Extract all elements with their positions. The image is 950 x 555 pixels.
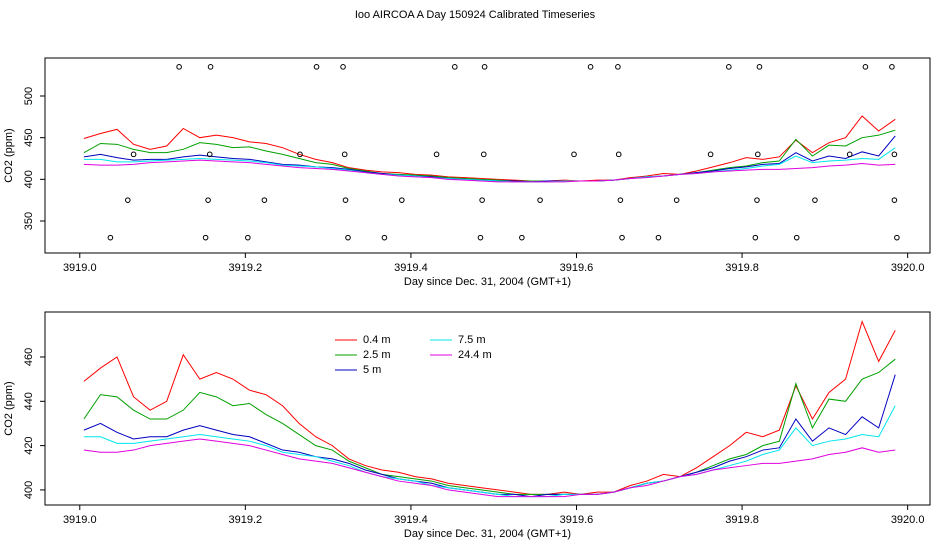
flag-point <box>537 197 543 203</box>
series-line <box>83 320 896 495</box>
flag-point <box>752 234 759 241</box>
y-tick-label: 350 <box>23 212 35 230</box>
flag-point <box>862 64 869 70</box>
x-tick-label: 3919.0 <box>63 262 97 274</box>
y-tick-label: 400 <box>23 481 35 499</box>
flag-point <box>130 151 137 158</box>
y-tick-label: 460 <box>23 348 35 366</box>
flag-point <box>619 234 625 241</box>
flag-point <box>381 234 388 241</box>
flag-point <box>655 234 662 241</box>
flag-point <box>571 151 577 158</box>
x-axis-title: Day since Dec. 31, 2004 (GMT+1) <box>404 276 571 288</box>
flag-point <box>176 64 182 70</box>
flag-point <box>480 151 487 158</box>
flag-point <box>615 151 622 158</box>
flag-point <box>617 197 624 203</box>
legend-label: 7.5 m <box>458 334 486 346</box>
flag-point <box>587 64 594 70</box>
x-tick-label: 3919.0 <box>63 514 97 526</box>
flag-point <box>451 64 458 70</box>
flag-point <box>754 197 760 203</box>
flag-point <box>206 151 213 158</box>
x-tick-label: 3920.0 <box>891 262 925 274</box>
x-tick-label: 3919.2 <box>229 262 263 274</box>
flag-point <box>756 64 763 70</box>
flag-point <box>313 64 320 70</box>
flag-point <box>812 197 818 203</box>
flag-point <box>207 64 214 70</box>
y-tick-label: 450 <box>23 128 35 146</box>
series-line <box>83 129 896 182</box>
flag-point <box>477 234 484 241</box>
flag-point <box>261 197 268 203</box>
chart-title: Ioo AIRCOA A Day 150924 Calibrated Times… <box>355 9 596 21</box>
flag-point <box>124 197 131 203</box>
x-tick-label: 3919.4 <box>394 514 428 526</box>
flag-point <box>107 234 114 241</box>
legend-label: 24.4 m <box>458 349 492 361</box>
series-line <box>83 159 896 183</box>
flag-point <box>399 197 405 203</box>
flag-point <box>341 151 348 158</box>
flag-point <box>846 151 853 158</box>
plot-frame <box>44 57 931 254</box>
flag-point <box>205 197 211 203</box>
flag-point <box>673 197 680 203</box>
flag-point <box>433 151 440 158</box>
flag-point <box>615 64 621 70</box>
flag-point <box>891 151 898 158</box>
flag-point <box>891 197 898 203</box>
flag-point <box>793 234 800 241</box>
flag-point <box>345 234 351 241</box>
plot-frame <box>44 311 931 506</box>
flag-point <box>519 234 525 241</box>
y-axis-title: CO2 (ppm) <box>3 128 15 182</box>
flag-point <box>340 64 346 70</box>
y-tick-label: 400 <box>23 170 35 188</box>
flag-point <box>726 64 732 70</box>
y-tick-label: 500 <box>23 87 35 105</box>
series-line <box>83 405 896 498</box>
y-tick-label: 420 <box>23 436 35 454</box>
x-tick-label: 3919.8 <box>725 514 759 526</box>
flag-point <box>707 151 714 158</box>
flag-point <box>245 234 251 241</box>
x-tick-label: 3919.2 <box>229 514 263 526</box>
x-tick-label: 3919.6 <box>560 514 594 526</box>
legend-label: 5 m <box>363 364 381 376</box>
series-line <box>83 147 896 183</box>
flag-point <box>894 234 900 241</box>
y-axis-title: CO2 (ppm) <box>3 381 15 435</box>
flag-point <box>297 151 303 158</box>
x-axis-title: Day since Dec. 31, 2004 (GMT+1) <box>404 528 571 540</box>
series-line <box>83 358 896 495</box>
flag-point <box>479 197 485 203</box>
x-tick-label: 3919.4 <box>394 262 428 274</box>
flag-point <box>202 234 209 241</box>
series-line <box>83 115 896 182</box>
legend-label: 2.5 m <box>363 349 391 361</box>
flag-point <box>481 64 488 70</box>
flag-point <box>755 151 761 158</box>
series-line <box>83 438 896 498</box>
x-tick-label: 3919.8 <box>725 262 759 274</box>
legend-label: 0.4 m <box>363 334 391 346</box>
x-tick-label: 3920.0 <box>891 514 925 526</box>
flag-point <box>889 64 895 70</box>
y-tick-label: 440 <box>23 392 35 410</box>
x-tick-label: 3919.6 <box>560 262 594 274</box>
flag-point <box>342 197 349 203</box>
